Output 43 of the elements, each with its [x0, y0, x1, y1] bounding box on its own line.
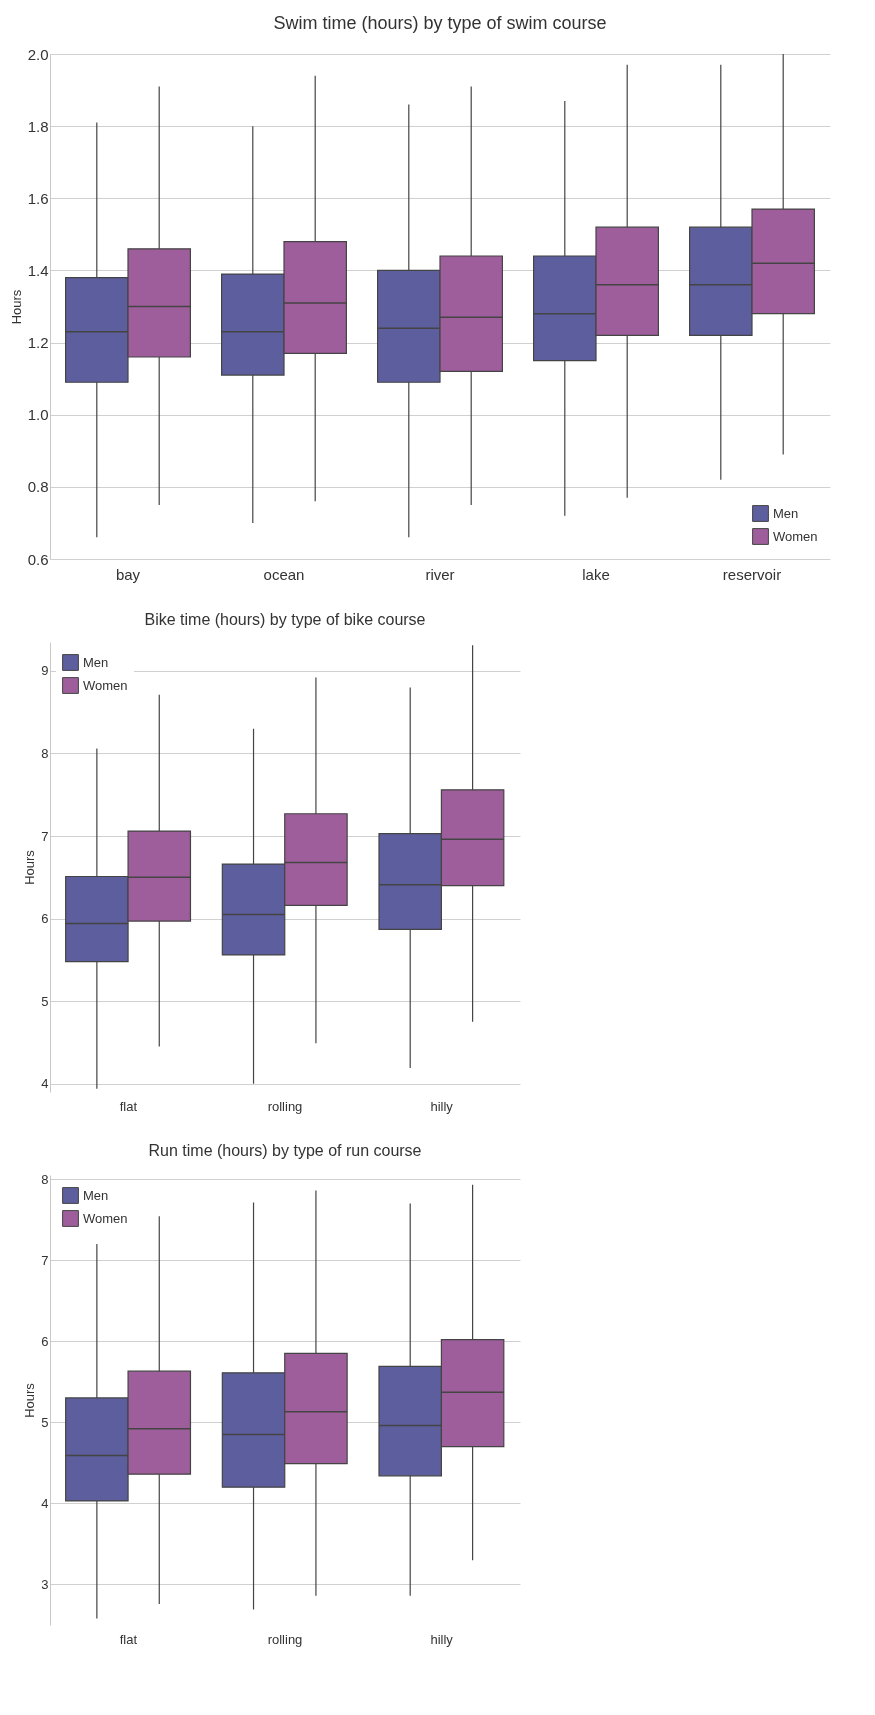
legend-label: Women [83, 677, 128, 693]
x-tick-label: flat [119, 1631, 138, 1647]
y-axis-title: Hours [22, 1382, 38, 1418]
y-tick-label: 9 [41, 663, 49, 679]
legend-label: Men [83, 1187, 109, 1203]
x-tick-label: rolling [267, 1098, 303, 1114]
y-tick-label: 7 [41, 1252, 49, 1268]
y-tick-label: 8 [41, 1171, 49, 1187]
x-tick-label: rolling [267, 1631, 303, 1647]
x-tick-label: hilly [430, 1098, 454, 1114]
x-tick-label: river [425, 565, 455, 583]
y-tick-label: 8 [41, 745, 49, 761]
y-tick-label: 0.6 [27, 550, 49, 568]
legend-label: Men [773, 505, 799, 521]
y-axis-title: Hours [8, 289, 24, 325]
y-tick-label: 1.6 [27, 189, 49, 207]
y-axis-title: Hours [22, 849, 38, 885]
y-tick-label: 1.4 [27, 261, 49, 279]
chart-title: Bike time (hours) by type of bike course [144, 611, 426, 628]
chart-title: Swim time (hours) by type of swim course [273, 13, 607, 33]
x-tick-label: reservoir [722, 565, 782, 583]
y-tick-label: 4 [41, 1076, 49, 1092]
y-tick-label: 5 [41, 1414, 49, 1430]
x-tick-label: ocean [263, 565, 305, 583]
y-tick-label: 5 [41, 993, 49, 1009]
y-tick-label: 6 [41, 911, 49, 927]
chart-title: Run time (hours) by type of run course [148, 1142, 422, 1160]
legend-label: Women [773, 528, 818, 544]
y-tick-label: 1.2 [27, 334, 49, 352]
y-tick-label: 3 [41, 1576, 49, 1592]
y-tick-label: 1.0 [27, 406, 49, 424]
y-tick-label: 1.8 [27, 117, 49, 135]
y-tick-label: 6 [41, 1333, 49, 1349]
legend-label: Men [83, 654, 109, 670]
x-tick-label: lake [582, 565, 610, 583]
y-tick-label: 4 [41, 1495, 49, 1511]
x-tick-label: bay [115, 565, 141, 583]
legend-label: Women [83, 1210, 128, 1226]
y-tick-label: 0.8 [27, 478, 49, 496]
y-tick-label: 2.0 [27, 45, 49, 63]
x-tick-label: flat [119, 1098, 138, 1114]
x-tick-label: hilly [430, 1631, 454, 1647]
y-tick-label: 7 [41, 828, 49, 844]
